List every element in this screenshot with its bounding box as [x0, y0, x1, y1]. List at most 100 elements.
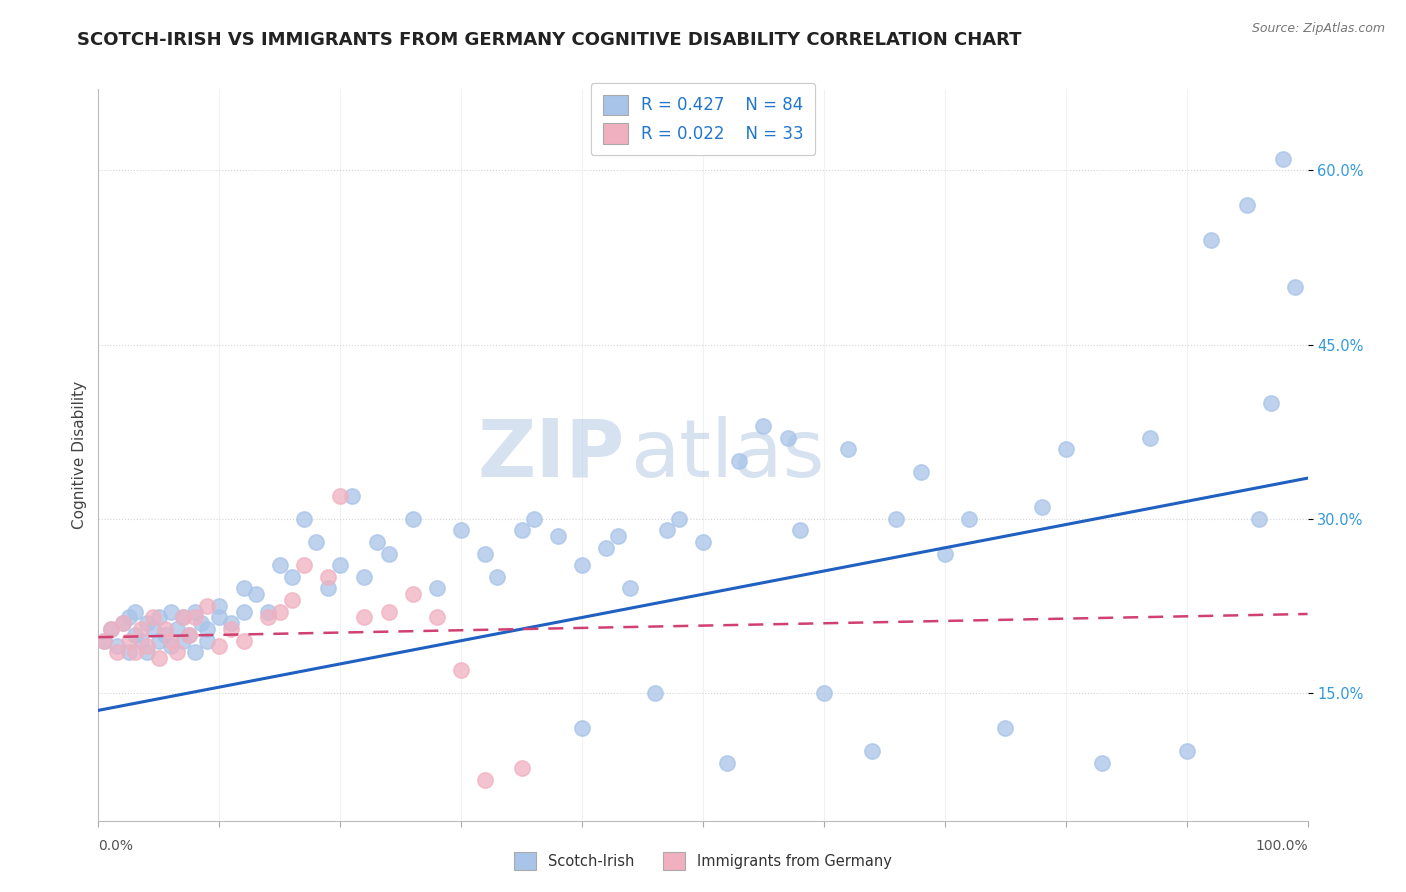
- Point: [129, 633, 152, 648]
- Point: [957, 512, 980, 526]
- Point: [269, 558, 291, 573]
- Point: [184, 645, 207, 659]
- Point: [316, 582, 339, 596]
- Point: [172, 610, 194, 624]
- Legend: Scotch-Irish, Immigrants from Germany: Scotch-Irish, Immigrants from Germany: [509, 847, 897, 876]
- Point: [195, 633, 218, 648]
- Point: [100, 622, 122, 636]
- Point: [172, 633, 194, 648]
- Point: [837, 442, 859, 456]
- Point: [124, 645, 146, 659]
- Point: [474, 547, 496, 561]
- Point: [153, 628, 176, 642]
- Point: [172, 610, 194, 624]
- Point: [450, 663, 472, 677]
- Point: [160, 640, 183, 654]
- Point: [93, 633, 115, 648]
- Point: [195, 622, 218, 636]
- Point: [752, 418, 775, 433]
- Point: [232, 582, 254, 596]
- Point: [450, 524, 472, 538]
- Point: [118, 633, 141, 648]
- Point: [166, 645, 188, 659]
- Point: [221, 616, 243, 631]
- Point: [281, 570, 304, 584]
- Point: [142, 610, 165, 624]
- Point: [179, 628, 201, 642]
- Point: [118, 610, 141, 624]
- Text: 100.0%: 100.0%: [1256, 838, 1308, 853]
- Point: [221, 622, 243, 636]
- Point: [316, 570, 339, 584]
- Y-axis label: Cognitive Disability: Cognitive Disability: [72, 381, 87, 529]
- Point: [886, 512, 908, 526]
- Point: [105, 640, 128, 654]
- Point: [377, 547, 399, 561]
- Point: [728, 454, 751, 468]
- Point: [1284, 279, 1306, 293]
- Point: [269, 605, 291, 619]
- Point: [148, 610, 170, 624]
- Point: [571, 721, 593, 735]
- Point: [245, 587, 267, 601]
- Point: [256, 605, 278, 619]
- Legend: R = 0.427    N = 84, R = 0.022    N = 33: R = 0.427 N = 84, R = 0.022 N = 33: [591, 83, 815, 155]
- Point: [595, 541, 617, 555]
- Point: [607, 529, 630, 543]
- Point: [118, 645, 141, 659]
- Text: 0.0%: 0.0%: [98, 838, 134, 853]
- Point: [402, 512, 425, 526]
- Point: [474, 772, 496, 787]
- Text: ZIP: ZIP: [477, 416, 624, 494]
- Point: [366, 535, 388, 549]
- Point: [135, 645, 157, 659]
- Point: [644, 686, 666, 700]
- Text: Source: ZipAtlas.com: Source: ZipAtlas.com: [1251, 22, 1385, 36]
- Point: [153, 622, 176, 636]
- Point: [1272, 152, 1295, 166]
- Point: [1031, 500, 1053, 515]
- Point: [184, 610, 207, 624]
- Point: [1260, 395, 1282, 409]
- Point: [510, 761, 533, 775]
- Point: [1249, 512, 1271, 526]
- Point: [195, 599, 218, 613]
- Point: [124, 628, 146, 642]
- Point: [510, 524, 533, 538]
- Point: [100, 622, 122, 636]
- Point: [190, 616, 212, 631]
- Point: [179, 628, 201, 642]
- Point: [184, 605, 207, 619]
- Point: [1199, 233, 1222, 247]
- Point: [124, 605, 146, 619]
- Point: [860, 744, 883, 758]
- Point: [142, 622, 165, 636]
- Point: [135, 616, 157, 631]
- Point: [1139, 430, 1161, 444]
- Point: [402, 587, 425, 601]
- Point: [486, 570, 509, 584]
- Point: [426, 610, 449, 624]
- Point: [329, 489, 352, 503]
- Point: [668, 512, 690, 526]
- Point: [523, 512, 546, 526]
- Point: [329, 558, 352, 573]
- Point: [910, 466, 932, 480]
- Point: [256, 610, 278, 624]
- Point: [305, 535, 328, 549]
- Point: [994, 721, 1017, 735]
- Text: atlas: atlas: [630, 416, 825, 494]
- Point: [135, 640, 157, 654]
- Point: [148, 633, 170, 648]
- Point: [776, 430, 799, 444]
- Point: [148, 651, 170, 665]
- Point: [547, 529, 569, 543]
- Point: [377, 605, 399, 619]
- Point: [353, 610, 375, 624]
- Point: [232, 605, 254, 619]
- Text: SCOTCH-IRISH VS IMMIGRANTS FROM GERMANY COGNITIVE DISABILITY CORRELATION CHART: SCOTCH-IRISH VS IMMIGRANTS FROM GERMANY …: [77, 31, 1022, 49]
- Point: [111, 616, 134, 631]
- Point: [1054, 442, 1077, 456]
- Point: [160, 633, 183, 648]
- Point: [426, 582, 449, 596]
